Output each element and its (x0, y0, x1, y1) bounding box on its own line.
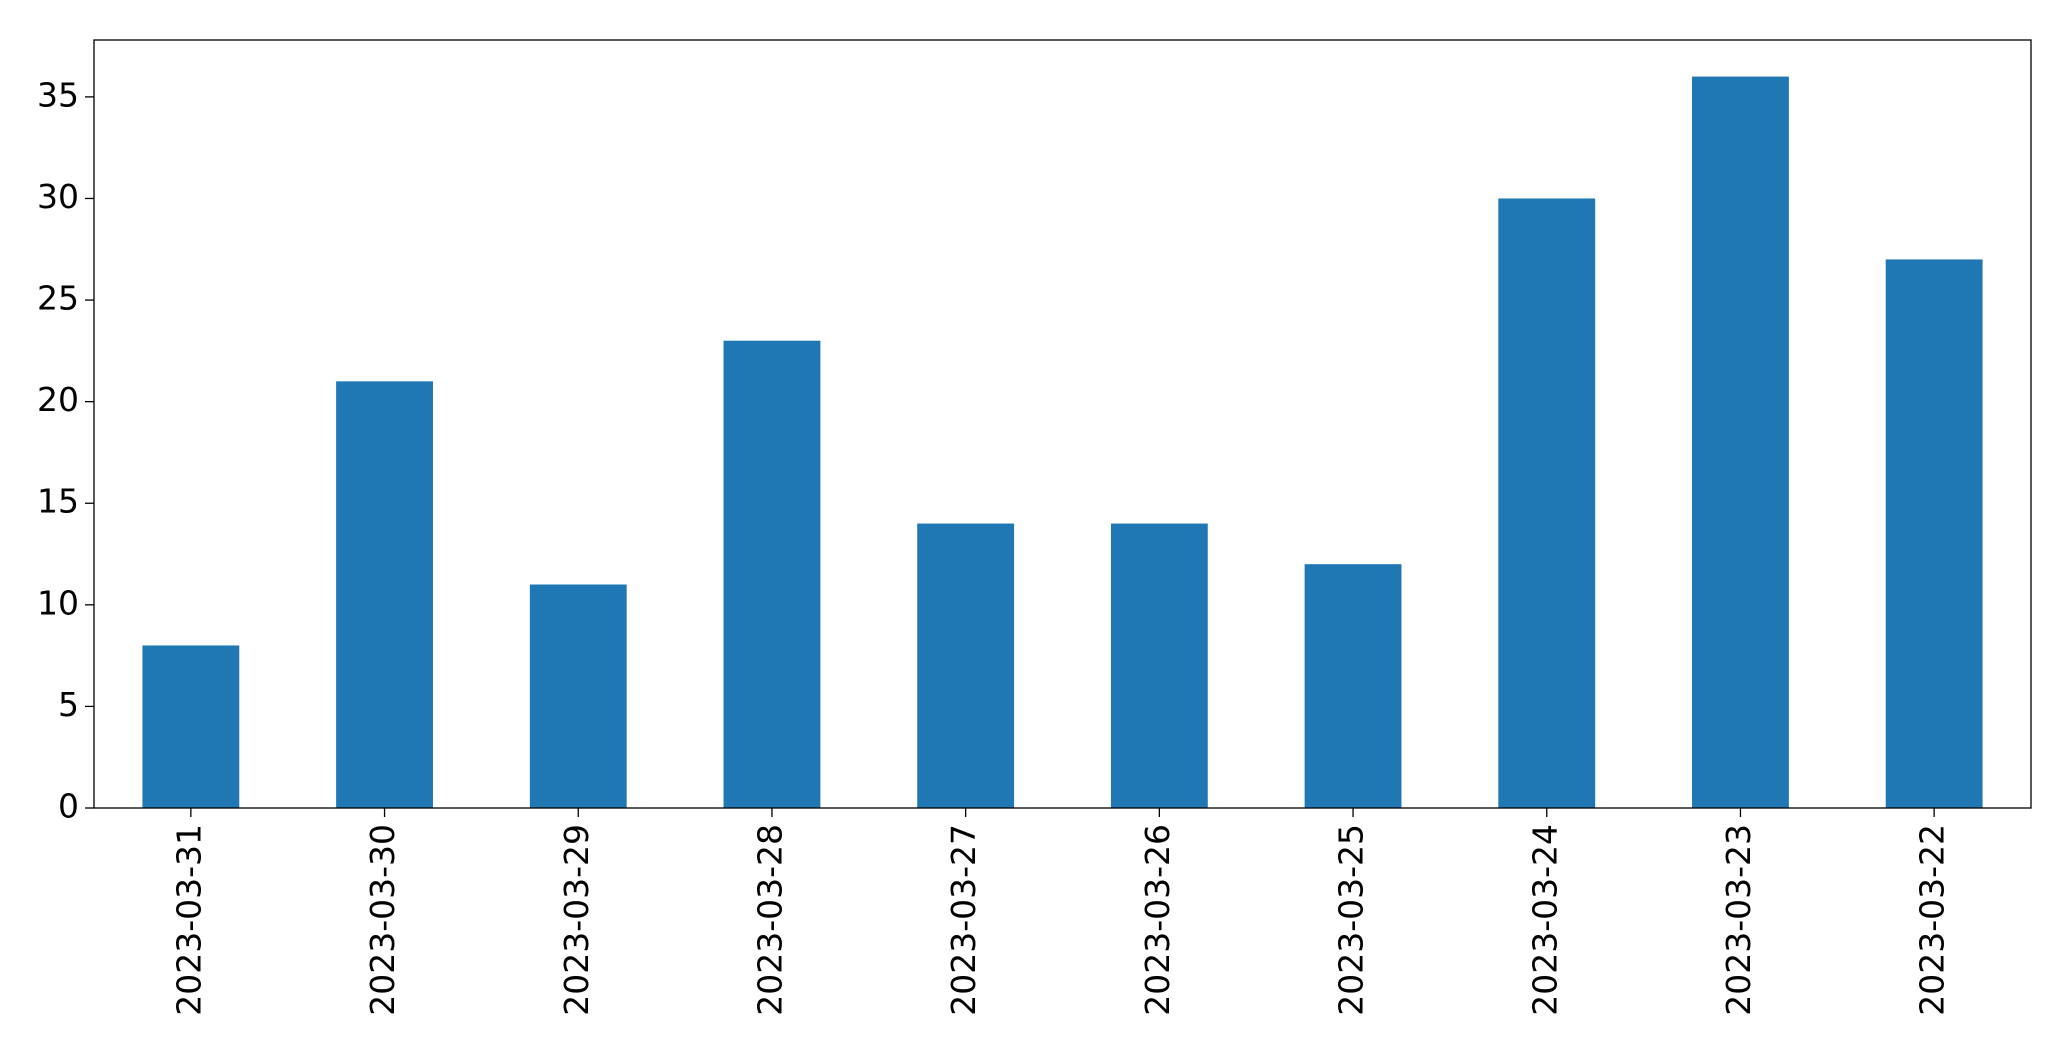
x-tick-label: 2023-03-24 (1525, 824, 1564, 1016)
y-tick-label: 0 (58, 787, 79, 826)
bar (142, 645, 240, 808)
x-tick-label: 2023-03-22 (1913, 824, 1952, 1016)
y-tick-label: 25 (37, 279, 79, 318)
bar (336, 381, 433, 808)
x-tick-label: 2023-03-25 (1332, 824, 1371, 1016)
x-tick-label: 2023-03-26 (1138, 824, 1177, 1016)
bar (1110, 523, 1208, 808)
bar (1692, 76, 1789, 809)
bar (529, 584, 627, 808)
y-tick-label: 20 (37, 380, 79, 419)
x-tick-label: 2023-03-28 (750, 824, 789, 1016)
x-tick-label: 2023-03-30 (363, 824, 402, 1016)
bar (723, 340, 821, 808)
x-tick-label: 2023-03-27 (944, 824, 983, 1016)
x-tick-label: 2023-03-23 (1719, 824, 1758, 1016)
x-tick-label: 2023-03-31 (169, 824, 208, 1016)
y-tick-label: 30 (37, 177, 79, 216)
bar (1304, 564, 1402, 808)
y-tick-label: 15 (37, 482, 79, 521)
bar (917, 523, 1015, 808)
y-tick-label: 10 (37, 583, 79, 622)
plot-frame (93, 39, 2032, 809)
y-tick-label: 35 (37, 75, 79, 114)
bar (1498, 198, 1596, 808)
bar (1885, 259, 1983, 808)
y-tick-label: 5 (58, 685, 79, 724)
x-tick-label: 2023-03-29 (557, 824, 596, 1016)
